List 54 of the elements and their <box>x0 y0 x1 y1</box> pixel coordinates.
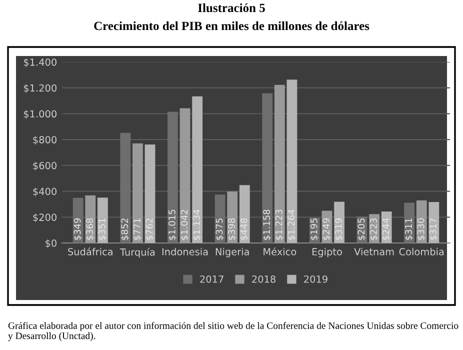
x-tick-label: Egipto <box>312 248 342 258</box>
bar <box>239 185 250 243</box>
bar <box>85 195 96 243</box>
text: Gráfica elaborada por el autor con información del sitio web de la Conferencia de Naciones Unidas sobre Comercio y Desarrollo (Unctad). <box>8 322 458 342</box>
bar <box>286 80 298 243</box>
data-label: $771 <box>133 218 142 240</box>
x-tick-label: Indonesia <box>162 248 208 256</box>
data-label: $1.158 <box>262 210 272 240</box>
bar <box>192 96 203 243</box>
bar <box>227 192 238 243</box>
y-tick-label: $1.000 <box>24 110 56 119</box>
data-label: $195 <box>310 218 318 240</box>
y-tick-label: $1.200 <box>24 84 56 93</box>
bar <box>428 202 440 243</box>
data-label: $349 <box>74 218 82 240</box>
legend-label: 2018 <box>252 275 276 283</box>
bar <box>416 200 427 243</box>
data-label: $1.015 <box>168 210 177 240</box>
legend-label: 2019 <box>304 275 328 283</box>
bar <box>132 143 143 243</box>
chart-title: Ilustración 5 <box>198 3 265 12</box>
data-label: $249 <box>322 218 331 240</box>
x-tick-label: Vietnam <box>354 248 394 256</box>
bar <box>120 132 131 243</box>
data-label: $330 <box>417 218 426 240</box>
bar <box>274 84 285 243</box>
data-label: $205 <box>358 218 366 240</box>
bar <box>262 93 273 243</box>
y-tick-label: $800 <box>33 136 56 145</box>
x-tick-label: México <box>264 247 296 256</box>
bar <box>168 112 178 243</box>
y-tick-label: $200 <box>33 213 56 222</box>
data-label: $1.223 <box>275 210 284 240</box>
x-tick-label: Nigeria <box>216 248 249 258</box>
data-label: $368 <box>86 218 94 240</box>
y-tick-label: $600 <box>33 162 56 171</box>
legend-label: 2017 <box>200 275 224 283</box>
y-tick-label: $1.400 <box>24 58 56 68</box>
y-tick-label: $0 <box>46 239 56 248</box>
data-label: $311 <box>404 218 414 240</box>
x-tick-label: Sudáfrica <box>68 247 112 256</box>
chart-subtitle: Crecimiento del PIB en miles de millones de dólares <box>94 21 370 30</box>
data-label: $223 <box>370 218 378 240</box>
x-tick-label: Turquía <box>120 248 155 258</box>
data-label: $398 <box>228 218 236 240</box>
y-tick-label: $400 <box>33 188 56 196</box>
bar <box>144 144 156 243</box>
data-label: $375 <box>216 218 224 240</box>
data-label: $852 <box>121 218 130 240</box>
x-tick-label: Colombia <box>399 248 444 256</box>
bar <box>180 108 190 243</box>
data-label: $1.042 <box>180 210 189 240</box>
bar <box>72 198 84 243</box>
bar <box>97 198 108 243</box>
